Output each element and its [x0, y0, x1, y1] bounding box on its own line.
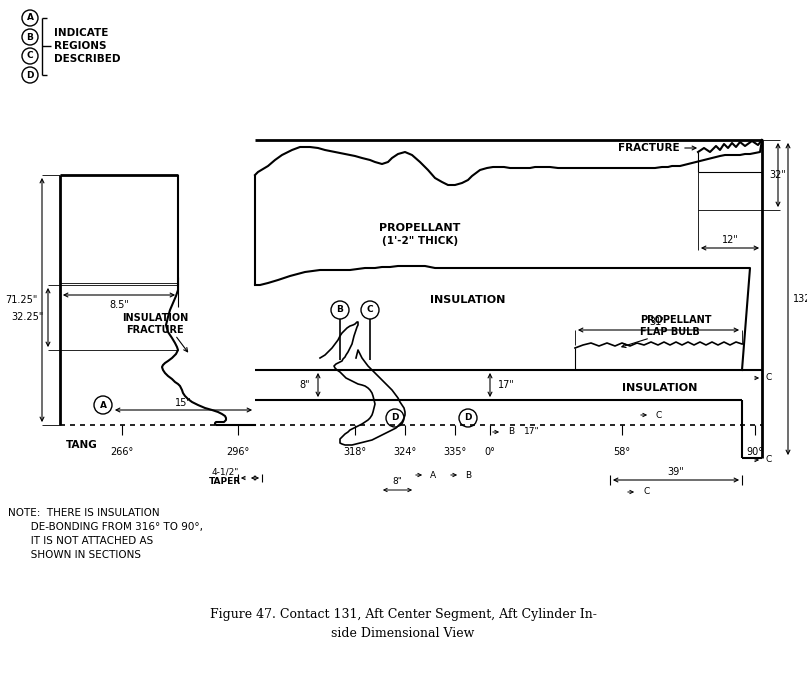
Text: C: C: [27, 51, 33, 61]
Text: PROPELLANT: PROPELLANT: [640, 315, 712, 325]
Text: A: A: [99, 400, 107, 410]
Text: 58°: 58°: [613, 447, 630, 457]
Text: C: C: [766, 374, 772, 382]
Text: 4-1/2": 4-1/2": [211, 467, 239, 477]
Text: INSULATION: INSULATION: [622, 383, 698, 393]
Text: B: B: [27, 33, 33, 42]
Text: C: C: [643, 488, 650, 497]
Text: INDICATE
REGIONS
DESCRIBED: INDICATE REGIONS DESCRIBED: [54, 28, 120, 64]
Text: D: D: [464, 413, 472, 423]
Text: 39": 39": [667, 467, 684, 477]
Text: 17": 17": [498, 380, 515, 390]
Text: C: C: [656, 410, 663, 419]
Text: B: B: [337, 305, 344, 314]
Text: TANG: TANG: [66, 440, 98, 450]
Text: INSULATION: INSULATION: [122, 313, 188, 323]
Text: 90°: 90°: [746, 447, 763, 457]
Text: NOTE:  THERE IS INSULATION
       DE-BONDING FROM 316° TO 90°,
       IT IS NOT : NOTE: THERE IS INSULATION DE-BONDING FRO…: [8, 508, 203, 560]
Text: 335°: 335°: [443, 447, 466, 457]
Text: PROPELLANT: PROPELLANT: [379, 223, 461, 233]
Text: 12": 12": [721, 235, 738, 245]
Text: 15": 15": [174, 398, 191, 408]
Text: A: A: [27, 14, 34, 23]
Text: B: B: [465, 471, 471, 479]
Text: 266°: 266°: [111, 447, 134, 457]
Text: 32": 32": [770, 170, 787, 180]
Text: 318°: 318°: [344, 447, 366, 457]
Text: FRACTURE: FRACTURE: [126, 325, 184, 335]
Text: B: B: [508, 428, 514, 436]
Text: INSULATION: INSULATION: [430, 295, 506, 305]
Text: 8": 8": [392, 477, 402, 486]
Text: FLAP BULB: FLAP BULB: [640, 327, 700, 337]
Text: 324°: 324°: [393, 447, 416, 457]
Text: 8": 8": [299, 380, 310, 390]
Text: 32.25": 32.25": [11, 312, 44, 322]
Text: TAPER: TAPER: [209, 477, 241, 486]
Text: 31": 31": [650, 317, 667, 327]
Text: 8.5": 8.5": [109, 300, 129, 310]
Text: 132.25": 132.25": [793, 294, 807, 304]
Text: 17": 17": [524, 428, 540, 436]
Text: FRACTURE: FRACTURE: [618, 143, 680, 153]
Text: 71.25": 71.25": [6, 295, 38, 305]
Text: 0°: 0°: [484, 447, 495, 457]
Text: 296°: 296°: [227, 447, 249, 457]
Text: C: C: [366, 305, 374, 314]
Text: D: D: [27, 70, 34, 79]
Text: C: C: [766, 456, 772, 464]
Text: A: A: [430, 471, 436, 479]
Text: Figure 47. Contact 131, Aft Center Segment, Aft Cylinder In-
side Dimensional Vi: Figure 47. Contact 131, Aft Center Segme…: [210, 608, 596, 640]
Text: (1'-2" THICK): (1'-2" THICK): [382, 236, 458, 246]
Text: D: D: [391, 413, 399, 423]
